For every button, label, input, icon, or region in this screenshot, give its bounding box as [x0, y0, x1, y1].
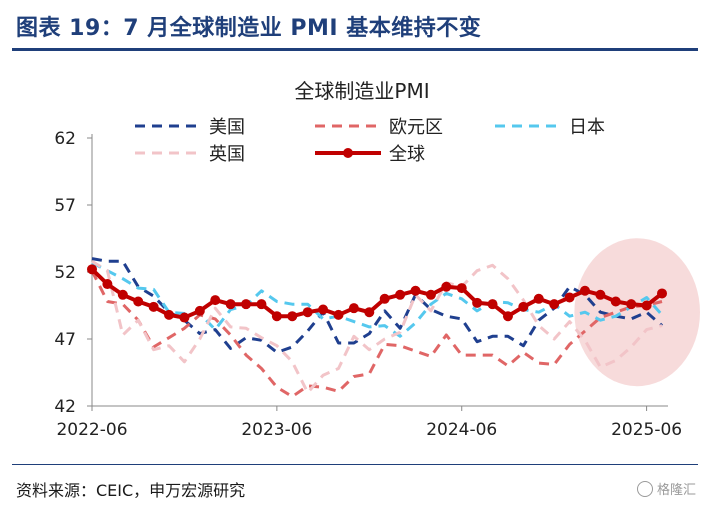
chart-container: 全球制造业PMI 42 47 52 57 62 2022-06 2023-06 2024-0…	[0, 56, 710, 456]
y-tick-label: 52	[54, 263, 76, 283]
watermark-logo-icon	[636, 480, 653, 497]
watermark-text: 格隆汇	[656, 483, 696, 498]
series-point	[87, 264, 97, 275]
series-point	[441, 281, 452, 292]
series-point	[133, 296, 144, 307]
pmi-line-chart: 全球制造业PMI 42 47 52 57 62 2022-06 2023-06 2024-0…	[54, 79, 701, 440]
series-line-1	[90, 270, 663, 399]
figure-footer: 资料来源：CEIC，申万宏源研究 格隆汇	[12, 464, 698, 509]
series-point	[102, 279, 113, 290]
legend-marker	[343, 148, 353, 158]
series-point	[641, 300, 652, 311]
series-point	[502, 311, 513, 322]
y-tick-label: 42	[54, 397, 76, 417]
series-point	[194, 305, 205, 316]
series-point	[241, 299, 252, 310]
series-point	[148, 301, 159, 312]
figure-title: 图表 19：7 月全球制造业 PMI 基本维持不变	[16, 16, 482, 41]
series-point	[117, 289, 128, 300]
series-point	[225, 299, 236, 310]
highlight-ellipse	[574, 238, 701, 387]
series-point	[379, 293, 390, 304]
figure-header: 图表 19：7 月全球制造业 PMI 基本维持不变	[12, 8, 698, 51]
legend-label: 欧元区	[389, 117, 443, 138]
series-point	[210, 295, 221, 306]
series-point	[410, 285, 421, 296]
series-point	[518, 301, 529, 312]
x-axis: 2022-06 2023-06 2024-06 2025-06	[56, 405, 682, 440]
series-point	[487, 299, 498, 310]
series-point	[348, 303, 359, 314]
legend-label: 英国	[209, 144, 245, 165]
series-point	[595, 289, 606, 300]
y-tick-label: 57	[54, 196, 76, 216]
series-point	[657, 288, 667, 299]
source-note: 资料来源：CEIC，申万宏源研究	[16, 481, 246, 500]
series-point	[533, 293, 544, 304]
y-tick-label: 47	[54, 330, 76, 350]
series-point	[610, 296, 621, 307]
series-point	[287, 311, 298, 322]
legend-label: 全球	[389, 144, 425, 165]
series-point	[271, 311, 282, 322]
series-point	[425, 289, 436, 300]
x-tick-label: 2023-06	[241, 420, 312, 440]
series-point	[179, 312, 190, 323]
series-point	[164, 309, 175, 320]
y-tick-label: 62	[54, 129, 76, 149]
series-line-0	[91, 257, 663, 354]
series-point	[456, 283, 467, 294]
series-point	[302, 307, 313, 318]
series-point	[333, 309, 344, 320]
series-point	[579, 285, 590, 296]
watermark: 格隆汇	[636, 479, 696, 498]
x-tick-label: 2022-06	[56, 420, 127, 440]
series-layer	[87, 257, 667, 399]
series-point	[395, 289, 406, 300]
series-point	[626, 299, 637, 310]
series-line-3	[91, 260, 663, 395]
series-point	[564, 292, 575, 303]
chart-title: 全球制造业PMI	[294, 79, 429, 103]
y-axis: 42 47 52 57 62	[54, 129, 93, 417]
series-point	[549, 299, 560, 310]
x-tick-label: 2025-06	[611, 420, 682, 440]
series-point	[472, 297, 483, 308]
x-tick-label: 2024-06	[426, 420, 497, 440]
series-point	[364, 307, 375, 318]
series-point	[256, 299, 267, 310]
legend-label: 日本	[569, 117, 605, 138]
legend-label: 美国	[209, 117, 245, 138]
series-point	[318, 304, 329, 315]
series-line-2	[91, 261, 664, 338]
